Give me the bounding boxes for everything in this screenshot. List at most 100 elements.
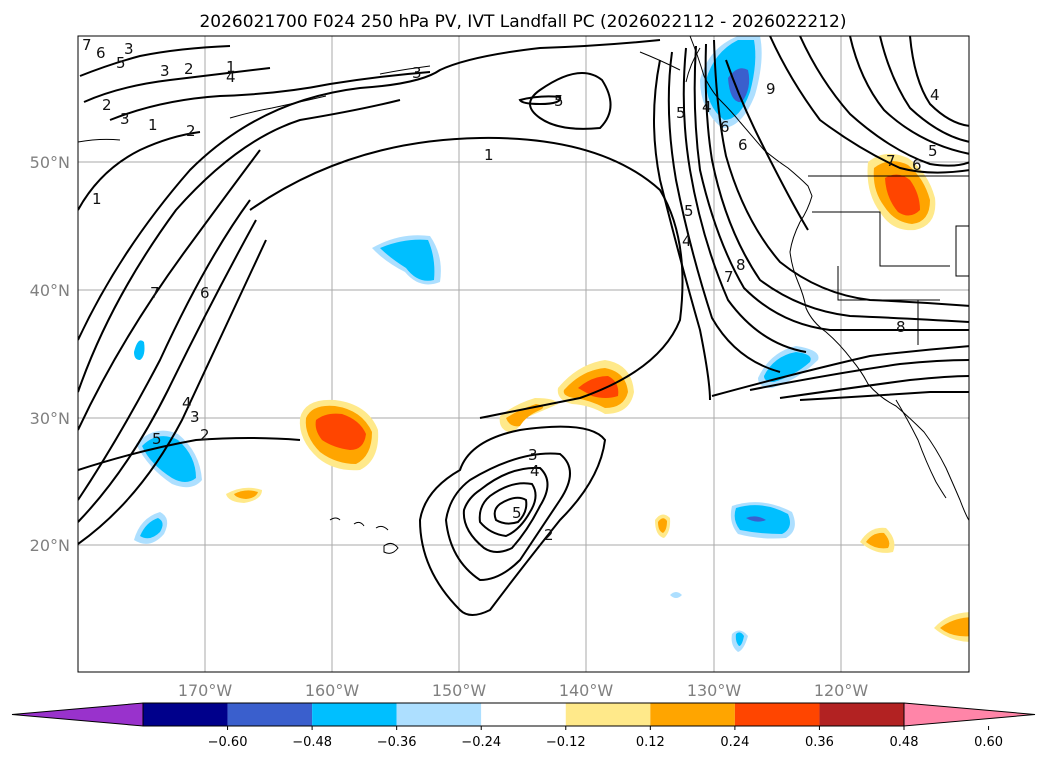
contour-label: 2 — [184, 60, 194, 78]
pv-contour-line — [799, 36, 969, 167]
contour-label: 5 — [928, 142, 938, 160]
positive-patch — [655, 514, 671, 538]
positive-patch — [867, 153, 936, 231]
contour-label: 8 — [736, 256, 746, 274]
chart-title: 2026021700 F024 250 hPa PV, IVT Landfall… — [199, 12, 846, 32]
contour-label: 4 — [930, 86, 940, 104]
contour-label: 1 — [92, 190, 102, 208]
contour-label: 3 — [124, 40, 134, 58]
contour-label: 4 — [702, 98, 712, 116]
contour-label: 2 — [200, 426, 210, 444]
colorbar-tick-label: −0.12 — [546, 735, 586, 750]
lat-label-40n: 40°N — [30, 281, 70, 300]
negative-patch — [134, 512, 168, 544]
contour-label: 3 — [120, 110, 130, 128]
pv-contour-line — [799, 391, 969, 401]
contour-label: 7 — [886, 152, 896, 170]
colorbar-bin — [227, 703, 313, 726]
positive-patch — [499, 398, 558, 432]
contour-label: 1 — [484, 146, 494, 164]
colorbar: −0.60 −0.48 −0.36 −0.24 −0.12 0.12 0.24 0.36 0.4… — [11, 702, 1036, 750]
pv-contour-line — [83, 67, 271, 103]
lon-label-130w: 130°W — [687, 681, 742, 700]
colorbar-tick-label: −0.24 — [461, 735, 501, 750]
pv-contour-line — [879, 36, 969, 143]
colorbar-tick-label: 0.12 — [636, 735, 665, 750]
contour-label: 6 — [912, 156, 922, 174]
pv-contour-closed — [462, 466, 549, 553]
shaded-anomalies — [134, 36, 969, 652]
colorbar-bin — [565, 703, 651, 726]
coastlines — [78, 36, 969, 554]
contour-label: 5 — [116, 54, 126, 72]
contour-label: 4 — [530, 462, 540, 480]
pv-contour-closed — [444, 452, 571, 582]
positive-patch — [934, 612, 969, 642]
contour-label: 4 — [182, 394, 192, 412]
colorbar-extend-min — [11, 702, 144, 727]
colorbar-extend-max — [903, 702, 1036, 727]
pv-contour-line — [769, 36, 969, 174]
colorbar-tick-label: −0.60 — [208, 735, 248, 750]
colorbar-bin — [819, 703, 904, 726]
map-frame — [77, 35, 970, 673]
colorbar-bin — [143, 703, 228, 726]
lon-label-170w: 170°W — [178, 681, 233, 700]
coastline-aleutians — [78, 47, 701, 143]
negative-patch — [372, 235, 441, 285]
contour-label: 3 — [412, 64, 422, 82]
contour-label: 3 — [528, 446, 538, 464]
colorbar-tick-label: 0.48 — [890, 735, 919, 750]
pv-contour-closed — [478, 482, 537, 538]
contour-label: 5 — [512, 504, 522, 522]
pv-contour-line — [682, 47, 807, 353]
positive-patch — [226, 487, 262, 503]
colorbar-tick-label: 0.60 — [974, 735, 1003, 750]
positive-patch — [299, 399, 379, 471]
pv-contour-1 — [249, 136, 684, 419]
contour-label: 9 — [766, 80, 776, 98]
contour-label: 6 — [738, 136, 748, 154]
colorbar-outline — [142, 702, 905, 727]
pv-contour-line — [653, 59, 711, 401]
lon-label-150w: 150°W — [432, 681, 487, 700]
pv-contour-closed — [493, 496, 528, 525]
pv-contour-line — [78, 99, 401, 393]
positive-patch — [860, 527, 895, 553]
contour-label: 7 — [724, 268, 734, 286]
coastline-north-america — [689, 36, 969, 522]
pv-contour-line — [749, 359, 969, 391]
negative-patch — [730, 502, 795, 539]
pv-contour-line — [711, 345, 969, 397]
contour-label: 2 — [186, 122, 196, 140]
contour-label: 2 — [102, 96, 112, 114]
colorbar-tick-label: −0.48 — [292, 735, 332, 750]
pv-contour-line — [78, 39, 661, 341]
pv-contour-line — [779, 375, 969, 399]
colorbar-tick-label: 0.24 — [720, 735, 749, 750]
political-borders — [808, 175, 969, 345]
contour-label: 8 — [896, 318, 906, 336]
negative-patch — [731, 630, 748, 652]
pv-contour-line — [849, 36, 969, 155]
colorbar-tick-label: −0.36 — [377, 735, 417, 750]
contour-label: 2 — [544, 526, 554, 544]
colorbar-bin — [481, 703, 566, 726]
contour-label: 3 — [190, 408, 200, 426]
lat-label-20n: 20°N — [30, 536, 70, 555]
contour-label: 6 — [200, 284, 210, 302]
colorbar-tick-label: 0.36 — [805, 735, 834, 750]
contour-label: 5 — [684, 202, 694, 220]
pv-contour-line — [78, 149, 261, 431]
contour-label: 7 — [150, 284, 160, 302]
contour-label: 4 — [682, 232, 692, 250]
colorbar-bin — [734, 703, 820, 726]
pv-contours — [78, 36, 969, 616]
contour-label: 5 — [152, 430, 162, 448]
pv-contour-line — [78, 219, 257, 523]
pv-contour-line — [78, 131, 201, 211]
contour-label: 3 — [160, 62, 170, 80]
lat-label-50n: 50°N — [30, 153, 70, 172]
negative-patch — [134, 340, 145, 360]
contour-label: 6 — [720, 118, 730, 136]
